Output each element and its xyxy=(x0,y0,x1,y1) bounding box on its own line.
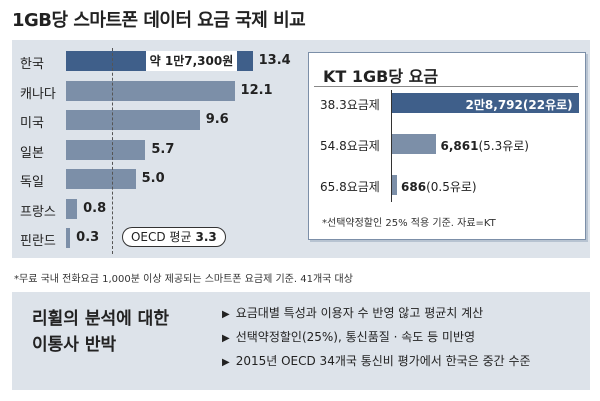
value-label: 6,861(5.3유로) xyxy=(440,137,529,154)
category-label: 38.3요금제 xyxy=(320,98,380,112)
oecd-average-label: OECD 평균 3.3 xyxy=(121,227,226,247)
category-label: 핀란드 xyxy=(20,234,56,249)
rebuttal-point: ▶ 2015년 OECD 34개국 통신비 평가에서 한국은 중간 수준 xyxy=(222,352,531,369)
rebuttal-point-text: 요금대별 특성과 이용자 수 반영 않고 평균치 계산 xyxy=(235,306,484,320)
bar xyxy=(66,110,200,130)
footnote: *무료 국내 전화요금 1,000분 이상 제공되는 스마트폰 요금제 기준. … xyxy=(14,274,353,285)
rebuttal-panel xyxy=(12,292,590,390)
value-label: 686(0.5유로) xyxy=(401,178,477,195)
value-label: 13.4 xyxy=(258,53,291,68)
rebuttal-point: ▶ 요금대별 특성과 이용자 수 반영 않고 평균치 계산 xyxy=(222,304,483,321)
value-label: 0.3 xyxy=(76,230,100,245)
bar xyxy=(66,80,235,101)
rebuttal-title: 리휠의 분석에 대한 이통사 반박 xyxy=(32,306,169,358)
category-label: 프랑스 xyxy=(20,204,56,220)
category-label: 54.8요금제 xyxy=(320,139,380,153)
bar xyxy=(66,169,136,189)
chart-title: 1GB당 스마트폰 데이터 요금 국제 비교 xyxy=(12,10,306,31)
value-sub: (0.5유로) xyxy=(426,180,477,194)
kt-inset-note: *선택약정할인 25% 적용 기준. 자료=KT xyxy=(322,218,496,229)
value-main: 686 xyxy=(401,180,427,194)
category-label: 미국 xyxy=(20,116,44,131)
category-label: 한국 xyxy=(20,57,44,72)
category-label: 캐나다 xyxy=(20,86,56,102)
oecd-average-line xyxy=(111,48,113,254)
bar xyxy=(392,134,437,154)
category-label: 65.8요금제 xyxy=(320,180,380,194)
rebuttal-title-line1: 리휠의 분석에 대한 xyxy=(32,309,169,329)
value-main: 6,861 xyxy=(440,139,479,153)
bar xyxy=(392,93,579,113)
oecd-average-text: OECD 평균 xyxy=(130,230,192,244)
highlight-label: 약 1만7,300원 xyxy=(145,51,238,71)
bullet-icon: ▶ xyxy=(222,357,230,368)
value-sub: (5.3유로) xyxy=(478,139,529,153)
bar xyxy=(66,139,146,160)
rebuttal-point-text: 선택약정할인(25%), 통신품질 · 속도 등 미반영 xyxy=(235,330,476,344)
bar xyxy=(66,228,71,248)
value-label: 0.8 xyxy=(83,200,107,216)
kt-inset-divider xyxy=(314,86,578,87)
kt-inset-panel: KT 1GB당 요금 xyxy=(308,52,586,240)
kt-inset-title: KT 1GB당 요금 xyxy=(323,67,439,86)
bar xyxy=(66,198,78,219)
rebuttal-point-text: 2015년 OECD 34개국 통신비 평가에서 한국은 중간 수준 xyxy=(235,354,531,368)
bullet-icon: ▶ xyxy=(222,309,230,320)
bar xyxy=(392,175,397,195)
value-label: 2만8,792(22유로) xyxy=(392,96,573,113)
rebuttal-title-line2: 이통사 반박 xyxy=(32,335,117,355)
rebuttal-point: ▶ 선택약정할인(25%), 통신품질 · 속도 등 미반영 xyxy=(222,328,475,345)
bullet-icon: ▶ xyxy=(222,333,230,344)
value-label: 5.0 xyxy=(141,171,165,186)
value-sub: (22유로) xyxy=(522,98,573,112)
category-label: 독일 xyxy=(20,175,44,190)
kt-inset-axis xyxy=(391,90,392,202)
category-label: 일본 xyxy=(20,145,44,161)
value-label: 5.7 xyxy=(151,141,175,157)
oecd-average-value: 3.3 xyxy=(195,230,217,244)
value-label: 12.1 xyxy=(240,82,273,98)
value-main: 2만8,792 xyxy=(465,98,523,112)
value-label: 9.6 xyxy=(205,112,229,127)
